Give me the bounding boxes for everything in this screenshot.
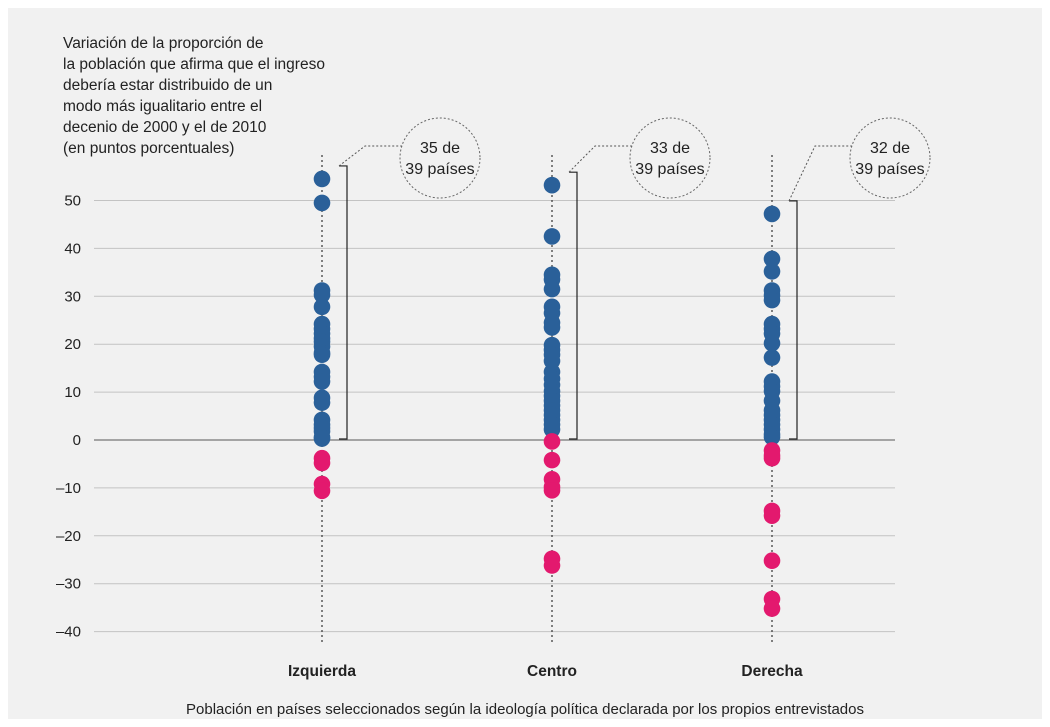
dot-increase: [313, 346, 331, 364]
dot-decrease: [543, 557, 561, 574]
y-axis-label-line: Variación de la proporción de: [63, 35, 264, 52]
dot-increase: [313, 373, 331, 390]
dot-increase: [543, 280, 561, 298]
dot-increase: [763, 205, 781, 223]
annotation-leader-line: [338, 145, 402, 167]
y-axis-label-line: decenio de 2000 y el de 2010: [63, 119, 267, 136]
dot-decrease: [763, 600, 781, 617]
dot-decrease: [763, 552, 781, 570]
dot-increase: [543, 319, 561, 336]
y-axis-label-line: debería estar distribuido de un: [63, 77, 273, 94]
dot-increase: [763, 263, 781, 280]
dot-decrease: [313, 482, 331, 500]
y-axis-label-line: modo más igualitario entre el: [63, 98, 263, 115]
y-tick-label: –10: [56, 480, 81, 497]
annotation-text: 33 de: [650, 140, 690, 157]
annotation-text: 39 países: [405, 161, 474, 178]
y-axis-ticks: 50 40 30 20 10 0 –10 –20 –30 –40: [56, 193, 81, 641]
dot-decrease: [543, 433, 561, 450]
y-axis-label-line: la población que afirma que el ingreso: [63, 56, 325, 73]
dot-decrease: [543, 481, 561, 499]
y-tick-label: –30: [56, 576, 81, 593]
y-axis-label-line: (en puntos porcentuales): [63, 140, 235, 157]
category-label: Izquierda: [288, 663, 356, 680]
column-izquierda: Izquierda 35 de 39 países: [288, 117, 481, 680]
annotation-text: 35 de: [420, 140, 460, 157]
category-label: Centro: [527, 663, 577, 680]
annotation-text: 39 países: [635, 161, 704, 178]
y-tick-label: 20: [64, 336, 81, 353]
dot-increase: [313, 430, 331, 447]
x-axis-label: Población en países seleccionados según …: [186, 701, 864, 718]
annotation-text: 39 países: [855, 161, 924, 178]
y-tick-label: –20: [56, 528, 81, 545]
dot-increase: [763, 334, 781, 352]
y-tick-label: 50: [64, 193, 81, 210]
dot-decrease: [543, 451, 561, 469]
chart-panel: [8, 8, 1042, 719]
annotation-circle: [849, 117, 931, 199]
dot-decrease: [763, 507, 781, 524]
dot-increase: [543, 421, 561, 438]
dot-increase: [543, 176, 561, 194]
y-axis-label: Variación de la proporción de la poblaci…: [63, 33, 383, 159]
category-columns: Izquierda 35 de 39 países Centro 33 de 39 paí…: [288, 117, 931, 680]
annotation-leader-line: [568, 145, 632, 173]
dot-increase: [313, 394, 331, 411]
annotation-leader-line: [788, 145, 852, 202]
y-tick-label: 40: [64, 240, 81, 257]
dot-increase: [543, 228, 561, 245]
dot-increase: [763, 250, 781, 268]
y-tick-label: 0: [73, 432, 81, 449]
annotation-circle: [629, 117, 711, 199]
annotation-text: 32 de: [870, 140, 910, 157]
dot-increase: [763, 291, 781, 309]
column-centro: Centro 33 de 39 países: [527, 117, 711, 680]
dot-increase: [763, 349, 781, 366]
dot-decrease: [763, 449, 781, 467]
gridlines: [94, 200, 895, 633]
dot-increase: [763, 428, 781, 446]
positive-range-bracket: [569, 171, 578, 440]
category-label: Derecha: [741, 663, 803, 680]
y-tick-label: –40: [56, 624, 81, 641]
annotation-circle: [399, 117, 481, 199]
column-derecha: Derecha 32 de 39 países: [741, 117, 931, 680]
positive-range-bracket: [789, 200, 798, 440]
dot-increase: [313, 194, 331, 212]
dot-increase: [313, 286, 331, 304]
y-tick-label: 30: [64, 288, 81, 305]
dot-decrease: [313, 454, 331, 472]
positive-range-bracket: [339, 165, 348, 440]
y-tick-label: 10: [64, 384, 81, 401]
dot-increase: [313, 170, 331, 188]
dot-increase: [313, 298, 331, 316]
